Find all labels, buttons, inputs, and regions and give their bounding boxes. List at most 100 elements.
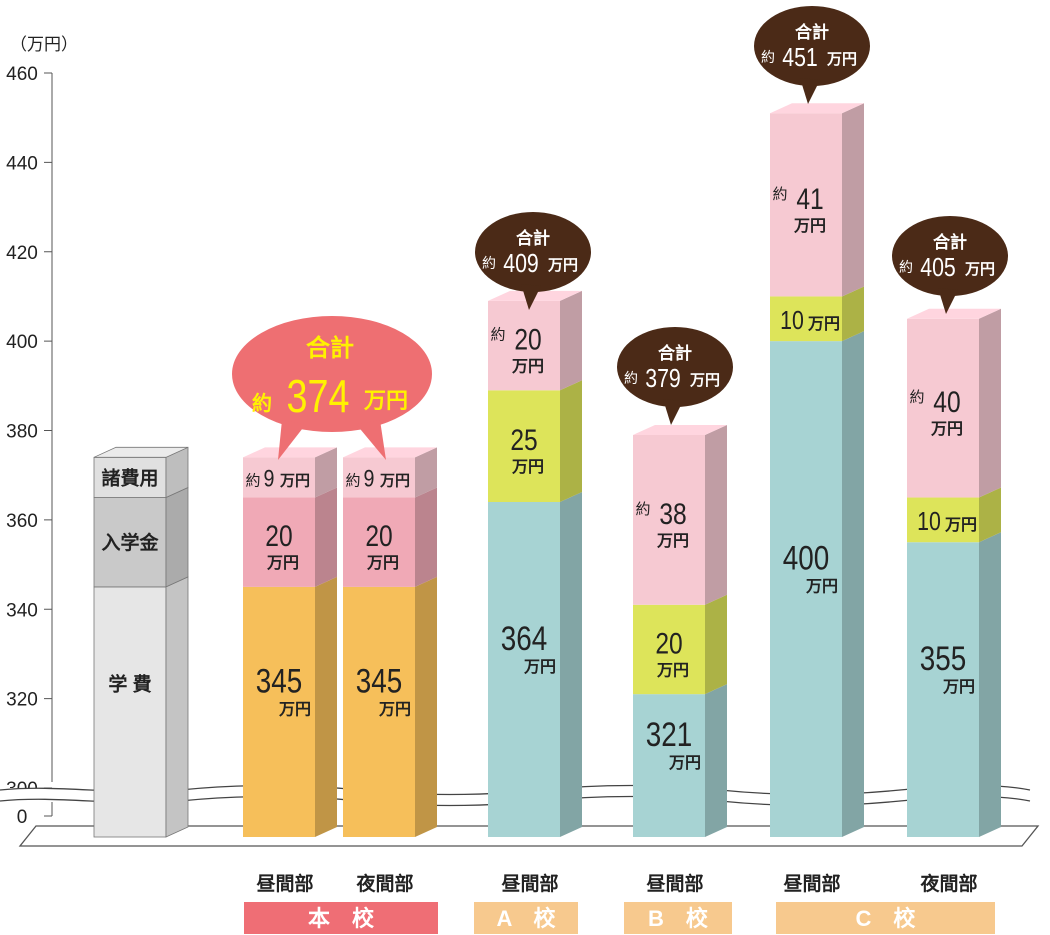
bar-data-label: 約 41 万円 xyxy=(772,181,826,234)
school-group-label: B 校 xyxy=(648,906,709,931)
bar-segment-misc-fee-top xyxy=(770,103,864,114)
label-number: 9 xyxy=(264,465,275,492)
label-number: 345 xyxy=(256,662,303,700)
callout-number: 405 xyxy=(920,253,956,283)
bar-segment-tuition-side xyxy=(979,532,1001,837)
label-unit: 万円 xyxy=(944,516,977,534)
bar-segment-entry-fee-side xyxy=(560,380,582,502)
bar-segment-misc-fee-side xyxy=(842,103,864,297)
label-unit: 万円 xyxy=(656,532,689,550)
label-unit: 万円 xyxy=(511,358,544,376)
label-unit: 万円 xyxy=(266,554,299,572)
bar-segment-entry-fee-side xyxy=(415,487,437,587)
label-unit: 万円 xyxy=(279,472,310,489)
label-prefix: 約 xyxy=(635,501,650,518)
label-unit: 万円 xyxy=(523,658,556,676)
bar-segment-misc-fee-side xyxy=(415,447,437,498)
school-group-band: B 校 xyxy=(624,902,732,934)
callout-pointer xyxy=(663,399,683,425)
bar-segment-entry-fee xyxy=(343,497,415,587)
bar-segment-tuition xyxy=(633,694,705,837)
legend-segment-side xyxy=(165,576,189,838)
bar-segment-tuition-side xyxy=(560,492,582,837)
label-unit: 万円 xyxy=(807,315,840,333)
legend-label: 諸費用 xyxy=(101,466,158,489)
category-label: 昼間部 xyxy=(646,872,703,895)
label-prefix: 約 xyxy=(245,472,260,489)
label-number: 20 xyxy=(265,519,292,553)
label-number: 20 xyxy=(514,322,541,356)
legend-segment-top xyxy=(93,446,189,458)
bar-segment-entry-fee-side xyxy=(315,487,337,587)
label-prefix: 約 xyxy=(345,472,360,489)
callout-pointer xyxy=(938,288,958,314)
y-tick-label: 0 xyxy=(17,807,28,828)
school-group-label: 本 校 xyxy=(308,906,375,931)
y-tick-label: 320 xyxy=(6,690,38,711)
bar-segment-misc-fee xyxy=(243,457,315,498)
category-label: 夜間部 xyxy=(919,872,977,895)
school-group-band: 本 校 xyxy=(244,902,438,934)
label-unit: 万円 xyxy=(511,458,544,476)
label-prefix: 約 xyxy=(909,389,924,406)
legend-segment-side xyxy=(165,486,189,588)
bar-segment-tuition xyxy=(243,586,315,837)
label-unit: 万円 xyxy=(366,554,399,572)
bar-segment-misc-fee xyxy=(770,113,842,297)
callout-pointer xyxy=(521,284,541,310)
bar-segment-tuition-side xyxy=(415,576,437,837)
label-unit: 万円 xyxy=(942,678,975,696)
callout-title: 合計 xyxy=(795,22,829,42)
bar-segment-entry-fee-side xyxy=(842,286,864,342)
callout-title: 合計 xyxy=(658,343,692,363)
callout-prefix: 約 xyxy=(761,49,775,65)
bar-segment-entry-fee xyxy=(243,497,315,587)
callout-unit: 万円 xyxy=(689,372,720,389)
label-number: 41 xyxy=(796,181,823,215)
bar-segment-misc-fee-top xyxy=(343,447,437,458)
bar-segment-misc-fee xyxy=(343,457,415,498)
bar-segment-entry-fee xyxy=(770,296,842,342)
bar-data-label: 約 9 万円 xyxy=(245,465,310,492)
legend-label: 学 費 xyxy=(108,672,151,695)
category-label: 昼間部 xyxy=(783,872,840,895)
category-label: 昼間部 xyxy=(501,872,558,895)
callout-unit: 万円 xyxy=(547,257,578,274)
school-group-rect xyxy=(776,902,995,934)
total-callout: 合計約 451 万円 xyxy=(754,6,870,104)
bar-segment-misc-fee-top xyxy=(243,447,337,458)
bar-segment-tuition xyxy=(770,341,842,837)
label-unit: 万円 xyxy=(656,661,689,679)
school-group-label: C 校 xyxy=(856,906,917,931)
y-tick-label: 380 xyxy=(6,422,38,443)
callout-bubble xyxy=(475,212,591,292)
label-number: 345 xyxy=(356,662,403,700)
label-number: 10 xyxy=(917,507,941,537)
category-label: 昼間部 xyxy=(256,872,313,895)
callout-title: 合計 xyxy=(933,232,967,252)
bar-segment-misc-fee-top xyxy=(633,424,727,435)
bar-segment-misc-fee-side xyxy=(315,447,337,498)
label-prefix: 約 xyxy=(490,327,505,344)
total-callout: 合計約 379 万円 xyxy=(617,327,733,425)
callout-unit: 万円 xyxy=(363,388,408,413)
callout-pointer xyxy=(800,78,820,104)
label-unit: 万円 xyxy=(668,754,701,772)
bar-segment-misc-fee xyxy=(633,434,705,605)
bar-segment-misc-fee-side xyxy=(705,424,727,605)
label-unit: 万円 xyxy=(278,700,311,718)
